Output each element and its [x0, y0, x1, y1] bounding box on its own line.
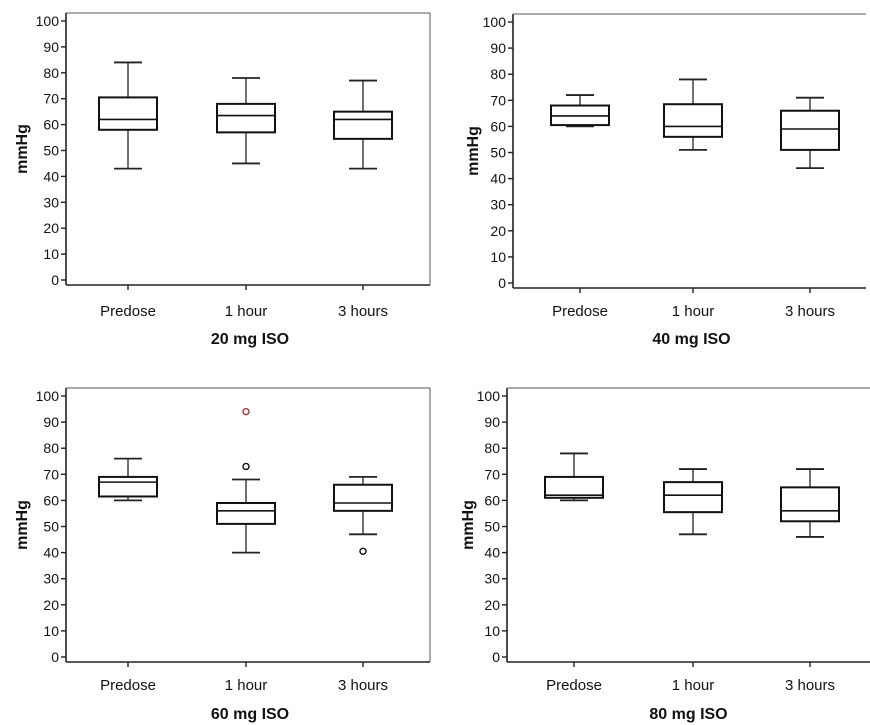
- box-1-hour: [663, 468, 723, 536]
- box-predose: [98, 457, 158, 502]
- panel-title: 40 mg ISO: [652, 331, 730, 348]
- y-tick-label: 10: [43, 246, 59, 262]
- y-tick-label: 70: [43, 91, 59, 107]
- iqr-box: [333, 483, 393, 512]
- y-tick-label: 60: [43, 117, 59, 133]
- iqr-box: [663, 103, 723, 138]
- panel-title: 20 mg ISO: [211, 331, 289, 348]
- iqr-box: [98, 475, 158, 498]
- box-3-hours: [333, 476, 393, 555]
- y-tick-label: 70: [484, 466, 500, 482]
- box-predose: [550, 94, 610, 128]
- outlier-point: [242, 407, 250, 416]
- y-tick-label: 90: [490, 40, 506, 56]
- y-tick-label: 0: [51, 649, 59, 665]
- y-tick-label: 10: [43, 623, 59, 639]
- box-predose: [544, 452, 604, 502]
- panel-1: 0 10 20 30 40 50 60 70 80 90 100 Predose 1 hour 3 hou…: [14, 12, 431, 348]
- y-tick-label: 80: [43, 440, 59, 456]
- x-tick-label: 1 hour: [225, 677, 268, 694]
- iqr-box: [216, 102, 276, 134]
- outlier-point: [359, 547, 367, 555]
- panel-4: 0 10 20 30 40 50 60 70 80 90 100 Predose 1 hour 3 hou…: [460, 387, 870, 723]
- box-predose: [98, 61, 158, 170]
- iqr-box: [780, 486, 840, 523]
- y-tick-label: 90: [43, 414, 59, 430]
- y-tick-label: 30: [43, 194, 59, 210]
- y-tick-label: 30: [484, 571, 500, 587]
- x-tick-label: Predose: [100, 303, 156, 320]
- panel-title: 60 mg ISO: [211, 706, 289, 723]
- y-tick-label: 0: [51, 272, 59, 288]
- y-tick-label: 30: [43, 571, 59, 587]
- y-tick-label: 90: [484, 414, 500, 430]
- y-tick-label: 80: [484, 440, 500, 456]
- outlier-point: [242, 462, 250, 471]
- box-3-hours: [780, 96, 840, 170]
- y-tick-label: 10: [490, 249, 506, 265]
- x-tick-label: 3 hours: [785, 303, 835, 320]
- x-tick-label: 3 hours: [785, 677, 835, 694]
- iqr-box: [216, 502, 276, 525]
- x-tick-label: 1 hour: [672, 303, 715, 320]
- y-tick-label: 40: [43, 545, 59, 561]
- y-tick-label: 100: [36, 13, 60, 29]
- y-tick-label: 50: [484, 519, 500, 535]
- box-3-hours: [333, 79, 393, 170]
- x-tick-label: 1 hour: [672, 677, 715, 694]
- iqr-box: [780, 109, 840, 151]
- y-tick-label: 20: [490, 223, 506, 239]
- panel-title: 80 mg ISO: [649, 706, 727, 723]
- y-tick-label: 40: [43, 168, 59, 184]
- y-tick-label: 60: [484, 492, 500, 508]
- y-tick-label: 20: [484, 597, 500, 613]
- iqr-box: [98, 96, 158, 131]
- y-tick-label: 70: [43, 466, 59, 482]
- iqr-box: [544, 475, 604, 499]
- box-3-hours: [780, 468, 840, 538]
- y-tick-label: 100: [483, 14, 507, 30]
- y-tick-label: 40: [490, 171, 506, 187]
- y-tick-label: 60: [43, 492, 59, 508]
- y-tick-label: 0: [498, 275, 506, 291]
- y-tick-label: 30: [490, 197, 506, 213]
- x-tick-label: Predose: [552, 303, 608, 320]
- x-tick-label: Predose: [546, 677, 602, 694]
- y-tick-label: 50: [490, 145, 506, 161]
- y-tick-label: 70: [490, 92, 506, 108]
- x-tick-label: 3 hours: [338, 677, 388, 694]
- x-tick-label: 3 hours: [338, 303, 388, 320]
- x-tick-label: Predose: [100, 677, 156, 694]
- box-1-hour: [663, 78, 723, 151]
- y-tick-label: 90: [43, 39, 59, 55]
- y-tick-label: 20: [43, 220, 59, 236]
- y-tick-label: 60: [490, 118, 506, 134]
- y-tick-label: 0: [492, 649, 500, 665]
- box-1-hour: [216, 407, 276, 554]
- y-axis-label: mmHg: [14, 124, 31, 174]
- y-tick-label: 50: [43, 519, 59, 535]
- y-tick-label: 20: [43, 597, 59, 613]
- box-1-hour: [216, 77, 276, 165]
- y-tick-label: 100: [477, 388, 501, 404]
- iqr-box: [663, 481, 723, 514]
- panel-2: 0 10 20 30 40 50 60 70 80 90 100 Predose 1 hour 3 hou…: [465, 13, 866, 348]
- x-tick-label: 1 hour: [225, 303, 268, 320]
- y-tick-label: 50: [43, 143, 59, 159]
- y-tick-label: 100: [36, 388, 60, 404]
- y-tick-label: 40: [484, 545, 500, 561]
- y-tick-label: 80: [490, 66, 506, 82]
- y-tick-label: 80: [43, 65, 59, 81]
- y-axis-label: mmHg: [14, 500, 31, 550]
- y-axis-label: mmHg: [465, 126, 482, 176]
- y-axis-label: mmHg: [460, 500, 477, 550]
- y-tick-label: 10: [484, 623, 500, 639]
- iqr-box: [333, 110, 393, 140]
- panel-3: 0 10 20 30 40 50 60 70 80 90 100 Predose 1 hour 3 hou…: [14, 387, 431, 723]
